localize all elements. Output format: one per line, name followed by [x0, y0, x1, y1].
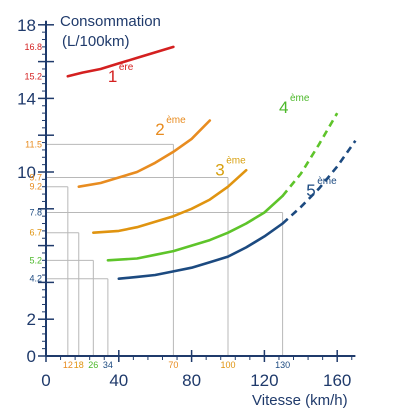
y-marker-label-6.7: 6.7 — [29, 228, 42, 238]
y-major-tick-label-10: 10 — [17, 163, 36, 182]
x-marker-label-130: 130 — [275, 360, 290, 370]
gear-2-label: 2 — [155, 120, 164, 139]
gear-1-label: 1 — [108, 67, 117, 86]
gear-5-label-suffix: ème — [317, 176, 337, 187]
y-marker-label-7.8: 7.8 — [29, 207, 42, 217]
gear-1-curve — [66, 45, 175, 78]
gear-4-curve — [106, 194, 284, 262]
x-marker-label-12: 12 — [63, 360, 73, 370]
y-major-tick-label-14: 14 — [17, 89, 36, 108]
y-major-tick-label-18: 18 — [17, 16, 36, 35]
gear-1-label-suffix: ère — [119, 62, 134, 73]
x-marker-label-70: 70 — [168, 360, 178, 370]
gear-2-curve — [77, 119, 212, 188]
gear-3-label: 3 — [215, 161, 224, 180]
y-marker-label-4.2: 4.2 — [29, 274, 42, 284]
x-major-tick-label-40: 40 — [109, 371, 128, 390]
x-marker-label-100: 100 — [220, 360, 235, 370]
y-marker-label-9.2: 9.2 — [29, 182, 42, 192]
gear-3-label-suffix: ème — [226, 156, 246, 167]
gear-4-curve-dashed — [281, 112, 339, 197]
y-marker-label-16.8: 16.8 — [24, 42, 42, 52]
gear-5-curve-dashed — [281, 139, 357, 225]
chart-labels: 12 18 26 34 70 100 13016.815.211.59.79.27.86.7… — [24, 42, 337, 370]
x-major-tick-label-80: 80 — [182, 371, 201, 390]
x-axis-title: Vitesse (km/h) — [252, 392, 348, 409]
gear-5-label: 5 — [306, 181, 315, 200]
y-marker-label-15.2: 15.2 — [24, 71, 42, 81]
y-marker-label-5.2: 5.2 — [29, 255, 42, 265]
x-major-tick-label-120: 120 — [250, 371, 278, 390]
gear-curves — [66, 45, 357, 281]
y-axis-title-line2: (L/100km) — [62, 33, 130, 50]
y-major-tick-label-2: 2 — [27, 310, 36, 329]
y-marker-label-9.7: 9.7 — [29, 173, 42, 183]
x-marker-label-34: 34 — [103, 360, 113, 370]
gear-4-label-suffix: ème — [290, 93, 310, 104]
y-axis-title-line1: Consommation — [60, 13, 161, 30]
x-major-tick-label-0: 0 — [41, 371, 50, 390]
x-major-tick-label-160: 160 — [323, 371, 351, 390]
gear-3-curve — [92, 168, 248, 234]
y-major-tick-label-0: 0 — [27, 347, 36, 366]
gear-4-label: 4 — [279, 98, 288, 117]
x-marker-label-26: 26 — [88, 360, 98, 370]
guide-lines — [46, 143, 284, 356]
gear-2-label-suffix: ème — [166, 115, 186, 126]
x-marker-label-18: 18 — [74, 360, 84, 370]
y-marker-label-11.5: 11.5 — [25, 139, 42, 149]
gear-5-curve — [117, 222, 284, 281]
